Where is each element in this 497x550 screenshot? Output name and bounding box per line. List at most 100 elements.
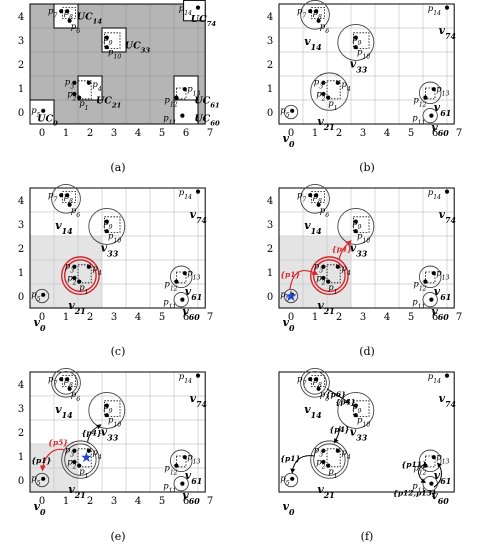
edge-label: {p6} bbox=[326, 390, 346, 399]
vertex-circle-v14 bbox=[300, 183, 330, 214]
point-p6 bbox=[67, 202, 72, 207]
point-p7 bbox=[308, 9, 313, 14]
y-tick-label: 2 bbox=[18, 244, 24, 255]
point-p2 bbox=[72, 275, 77, 281]
point-p5 bbox=[41, 292, 46, 297]
vertex-label-v61: v61 bbox=[185, 285, 202, 302]
panel-caption: (b) bbox=[359, 161, 375, 174]
x-tick-label: 6 bbox=[183, 312, 189, 323]
point-label-p14: p14 bbox=[179, 188, 192, 201]
vertex-circle-v14 bbox=[300, 0, 330, 30]
star-icon: ★ bbox=[284, 287, 297, 305]
point-label-p10: p10 bbox=[108, 415, 121, 428]
x-tick-label: 1 bbox=[63, 312, 69, 323]
point-label-p10: p10 bbox=[357, 415, 370, 428]
vertex-label-v61: v61 bbox=[434, 285, 451, 302]
y-tick-label: 4 bbox=[18, 12, 24, 23]
unit-cell bbox=[173, 99, 199, 125]
point-label-p9: p9 bbox=[103, 218, 112, 231]
vertex-label-v33: v33 bbox=[101, 242, 119, 259]
point-p12 bbox=[174, 463, 179, 468]
point-p10 bbox=[353, 413, 358, 418]
edge-label: {p12,p13} bbox=[393, 489, 437, 498]
point-label-p2: p2 bbox=[67, 273, 76, 286]
point-label-p4: p4 bbox=[341, 448, 350, 461]
point-p5 bbox=[290, 476, 295, 481]
vertex-circle-v0 bbox=[283, 288, 299, 304]
edge-label: {p4} bbox=[335, 397, 355, 406]
vertex-circle-v33 bbox=[337, 207, 375, 245]
point-label-p10: p10 bbox=[108, 47, 121, 60]
plot-frame bbox=[278, 371, 455, 493]
point-p9 bbox=[104, 403, 109, 408]
vertex-inner-circle-v14 bbox=[54, 370, 78, 395]
vertex-inner-circle-v21 bbox=[313, 443, 346, 476]
x-tick-label: 0 bbox=[39, 128, 45, 139]
panel-caption: (c) bbox=[111, 345, 126, 358]
x-tick-label: 3 bbox=[360, 312, 366, 323]
point-p6 bbox=[316, 202, 321, 207]
vertex-circle-v21 bbox=[310, 440, 349, 479]
vertex-circle-v14 bbox=[51, 183, 81, 214]
point-label-p5: p5 bbox=[31, 106, 40, 119]
x-tick-label: 1 bbox=[63, 128, 69, 139]
mbr-box bbox=[104, 32, 121, 49]
point-p1 bbox=[77, 463, 82, 468]
point-p13 bbox=[431, 271, 436, 276]
point-p8 bbox=[314, 377, 319, 382]
point-p13 bbox=[431, 87, 436, 92]
x-tick-label: 4 bbox=[135, 312, 141, 323]
mbr-box bbox=[175, 455, 187, 468]
vertex-label-v21: v21 bbox=[317, 115, 334, 132]
point-p8 bbox=[65, 9, 70, 14]
point-label-p8: p8 bbox=[313, 8, 322, 20]
point-label-p14: p14 bbox=[428, 188, 441, 201]
vertex-inner-circle-v21 bbox=[63, 259, 97, 293]
vertex-circle-v33 bbox=[88, 207, 126, 245]
x-tick-label: 0 bbox=[288, 312, 294, 323]
y-tick-label: 0 bbox=[267, 108, 273, 119]
point-p7 bbox=[308, 377, 313, 382]
mbr-box bbox=[175, 87, 187, 100]
edge-arrow bbox=[39, 448, 65, 472]
vertex-label-v14: v14 bbox=[55, 403, 72, 420]
point-p13 bbox=[182, 87, 187, 92]
vertex-label-v14: v14 bbox=[55, 219, 72, 236]
point-label-p12: p12 bbox=[413, 95, 426, 108]
point-label-p5: p5 bbox=[280, 290, 289, 303]
vertex-circle-v33 bbox=[337, 391, 375, 429]
y-tick-label: 2 bbox=[267, 60, 273, 71]
point-label-p6: p6 bbox=[320, 22, 329, 35]
edge-label: {p1} bbox=[280, 454, 300, 463]
vertex-label-v0: v0 bbox=[283, 132, 295, 149]
point-p1 bbox=[326, 95, 331, 100]
mbr-box bbox=[326, 448, 341, 468]
point-p6 bbox=[67, 18, 72, 23]
point-label-p2: p2 bbox=[316, 457, 325, 470]
point-label-p1: p1 bbox=[328, 99, 337, 112]
y-tick-label: 1 bbox=[18, 84, 24, 95]
vertex-circle-v0 bbox=[34, 288, 50, 304]
point-p5 bbox=[41, 108, 46, 113]
vertex-circle-v60 bbox=[173, 291, 189, 308]
point-p11 bbox=[180, 113, 185, 118]
point-p14 bbox=[444, 5, 450, 10]
point-p4 bbox=[86, 448, 91, 453]
vertex-label-v0: v0 bbox=[283, 316, 295, 333]
panel-b: 0 1 2 3 4 5 6 7 0 1 2 3 4 v14 v33 v21 v0 v61 v60 v74 p7 p8 p6 p… bbox=[267, 0, 462, 174]
vertex-label-v0: v0 bbox=[34, 316, 46, 333]
x-tick-label: 2 bbox=[87, 128, 93, 139]
edge-arrow bbox=[289, 269, 319, 291]
point-label-p1: p1 bbox=[79, 99, 88, 112]
vertex-label-v21: v21 bbox=[317, 483, 334, 500]
edge-label: {p4} bbox=[329, 425, 349, 434]
vertex-circle-v21 bbox=[309, 256, 349, 296]
y-tick-label: 2 bbox=[18, 428, 24, 439]
point-label-p9: p9 bbox=[352, 402, 361, 415]
vertex-circle-v60 bbox=[422, 291, 438, 308]
point-label-p13: p13 bbox=[187, 85, 200, 98]
point-label-p7: p7 bbox=[297, 7, 306, 20]
point-p7 bbox=[59, 377, 64, 382]
mbr-box bbox=[77, 448, 92, 468]
point-p6 bbox=[316, 386, 321, 391]
